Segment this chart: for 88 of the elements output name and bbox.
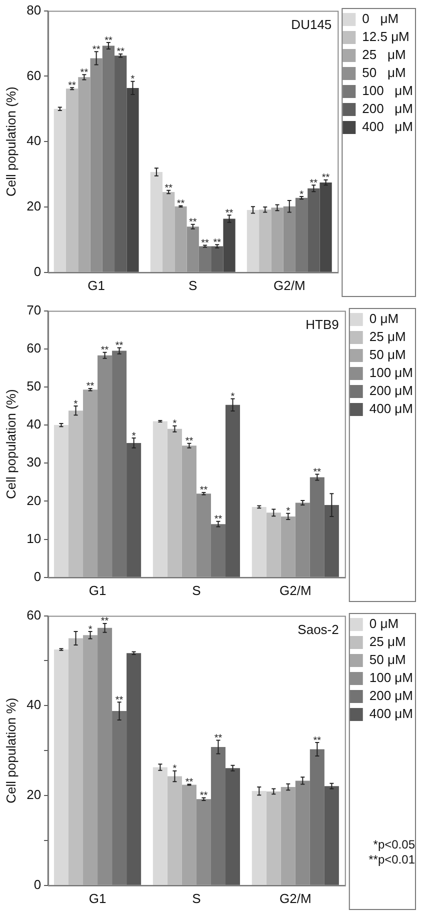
x-tick-label: G2/M [273, 278, 306, 293]
legend-label: 25 μM [369, 634, 406, 650]
data-label: ** [92, 44, 100, 56]
data-label: ** [116, 46, 125, 58]
legend-label: 100 μM [369, 365, 414, 380]
legend-label: 50 μM [362, 65, 406, 80]
text: Saos-2 [298, 622, 339, 637]
legend-label: 0 μM [362, 11, 399, 26]
text: *p<0.05 [373, 837, 416, 852]
data-label: ** [310, 178, 318, 189]
data-label: * [300, 189, 304, 200]
legend-label: 25 μM [369, 329, 406, 344]
y-tick-label: 60 [26, 340, 42, 356]
y-tick-label: 40 [26, 697, 42, 712]
data-label: ** [200, 790, 208, 802]
text: DU145 [291, 16, 332, 32]
data-label: ** [214, 514, 222, 526]
legend-label: 50 μM [369, 347, 406, 362]
data-label: ** [225, 208, 234, 219]
legend-label: 400 μM [369, 401, 414, 416]
y-axis-title: Cell population (%) [3, 389, 18, 500]
y-tick-label: 0 [34, 876, 42, 892]
data-label: ** [100, 345, 109, 356]
data-label: ** [213, 237, 222, 248]
y-tick-label: 30 [26, 454, 42, 470]
data-label: * [88, 624, 92, 636]
y-tick-label: 20 [26, 198, 42, 214]
data-label: ** [176, 198, 185, 210]
y-tick-label: 50 [26, 378, 42, 394]
legend-label: 200 μM [362, 101, 414, 116]
legend-label: 400 μM [362, 119, 414, 134]
legend-label: 100 μM [369, 670, 414, 686]
data-label: ** [214, 733, 222, 744]
data-label: ** [313, 735, 322, 746]
data-label: ** [86, 381, 94, 392]
legend-label: 12.5 μM [362, 29, 410, 44]
data-label: ** [313, 466, 322, 478]
data-label: ** [185, 436, 194, 448]
data-label: ** [68, 80, 76, 92]
text: **p<0.01 [368, 852, 416, 866]
x-tick-label: G2/M [280, 890, 312, 906]
data-label: ** [100, 616, 109, 628]
legend-label: 0 μM [369, 616, 399, 632]
x-tick-label: G1 [88, 278, 105, 293]
x-tick-label: S [188, 278, 198, 293]
y-axis-title: Cell population (%) [3, 86, 18, 197]
x-tick-label: S [192, 582, 202, 598]
data-label: ** [322, 172, 330, 184]
y-tick-label: 60 [26, 68, 42, 83]
data-label: * [74, 398, 78, 410]
x-tick-label: G1 [88, 582, 106, 598]
y-tick-label: 70 [26, 302, 42, 318]
y-tick-label: 10 [26, 530, 42, 546]
data-label: ** [200, 485, 208, 496]
y-tick-label: 0 [34, 568, 42, 584]
y-tick-label: 60 [26, 607, 42, 622]
x-tick-label: G1 [88, 890, 106, 906]
legend-label: 25 μM [362, 47, 406, 62]
data-label: * [130, 74, 135, 86]
x-tick-label: S [192, 890, 202, 906]
y-tick-label: 80 [26, 2, 42, 18]
data-label: * [172, 764, 177, 775]
legend-label: 200 μM [369, 688, 414, 704]
legend-label: 200 μM [369, 383, 414, 398]
data-label: * [172, 418, 177, 430]
data-label: ** [188, 217, 197, 228]
y-axis-title: Cell population %) [3, 698, 18, 804]
text: HTB9 [306, 316, 339, 332]
legend-label: 0 μM [369, 311, 399, 326]
y-tick-label: 20 [26, 787, 42, 802]
legend-label: 400 μM [369, 706, 414, 722]
data-label: * [286, 506, 290, 518]
y-tick-label: 40 [26, 416, 42, 432]
data-label: ** [115, 340, 124, 352]
data-label: ** [104, 35, 112, 46]
data-label: ** [80, 67, 88, 78]
data-label: ** [164, 183, 173, 194]
y-tick-label: 0 [34, 264, 42, 279]
data-label: ** [201, 238, 209, 250]
y-tick-label: 20 [26, 492, 42, 508]
data-label: * [230, 392, 235, 403]
legend-label: 50 μM [369, 652, 406, 668]
data-label: ** [185, 777, 194, 788]
data-label: * [132, 430, 136, 442]
y-tick-label: 40 [26, 133, 42, 148]
x-tick-label: G2/M [280, 582, 312, 598]
legend-label: 100 μM [362, 83, 414, 98]
data-label: ** [115, 694, 124, 706]
